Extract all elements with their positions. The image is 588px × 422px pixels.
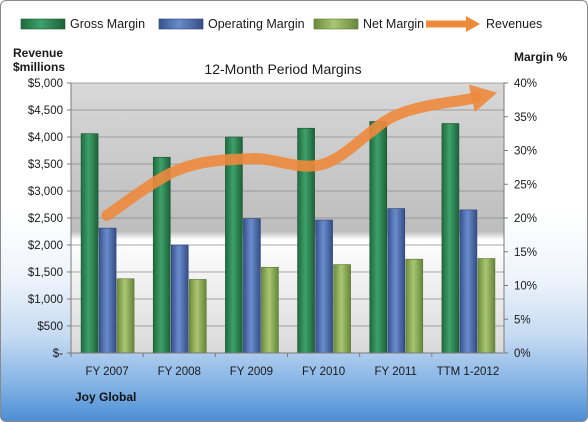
chart-title: 12-Month Period Margins xyxy=(204,61,361,77)
bar-net-margin xyxy=(477,258,496,354)
bar-operating-margin xyxy=(243,218,261,354)
left-axis-label-line2: $millions xyxy=(13,60,65,74)
left-tick-label: $2,000 xyxy=(28,240,63,252)
legend-swatch-operating-margin xyxy=(158,18,204,30)
x-tick-label: FY 2009 xyxy=(230,366,273,378)
right-tick-label: 40% xyxy=(514,78,537,90)
bar-operating-margin xyxy=(459,209,478,354)
legend-label-net-margin: Net Margin xyxy=(363,17,424,31)
right-tick-label: 5% xyxy=(514,314,531,326)
bar-gross-margin xyxy=(441,123,460,354)
revenues-arrowhead xyxy=(468,84,498,112)
axes: $- $500 $1,000 $1,500 $2,000 $2,500 $3,000 $3,5… xyxy=(28,78,537,378)
x-tick-label: FY 2007 xyxy=(85,366,128,378)
left-tick-label: $500 xyxy=(37,321,63,333)
bar-net-margin xyxy=(333,264,351,354)
bar-net-margin xyxy=(405,258,424,354)
left-tick-label: $4,500 xyxy=(28,105,63,117)
bar-operating-margin xyxy=(387,208,406,354)
bar-operating-margin xyxy=(98,227,117,354)
x-tick-label: TTM 1-2012 xyxy=(437,366,500,378)
left-tick-label: $1,500 xyxy=(28,267,63,279)
bar-gross-margin xyxy=(80,133,99,354)
legend-arrowhead xyxy=(466,16,480,32)
legend-swatch-gross-margin xyxy=(20,18,66,30)
right-tick-label: 0% xyxy=(514,348,531,360)
right-axis-label: Margin % xyxy=(514,50,568,64)
left-tick-label: $2,500 xyxy=(28,213,63,225)
right-tick-label: 25% xyxy=(514,179,537,191)
right-tick-label: 15% xyxy=(514,247,537,259)
right-tick-label: 20% xyxy=(514,213,537,225)
legend-swatch-net-margin xyxy=(313,18,359,30)
left-tick-label: $3,000 xyxy=(28,186,63,198)
left-tick-label: $- xyxy=(53,348,63,360)
bar-gross-margin xyxy=(369,121,388,354)
bar-net-margin xyxy=(116,278,135,354)
right-tick-label: 35% xyxy=(514,112,537,124)
bar-gross-margin xyxy=(225,136,243,354)
bar-net-margin xyxy=(188,279,207,354)
bar-net-margin xyxy=(261,266,279,354)
company-label: Joy Global xyxy=(75,390,137,404)
left-tick-label: $1,000 xyxy=(28,294,63,306)
left-tick-label: $4,000 xyxy=(28,132,63,144)
right-tick-label: 30% xyxy=(514,146,537,158)
legend-label-gross-margin: Gross Margin xyxy=(70,17,145,31)
left-tick-label: $5,000 xyxy=(28,78,63,90)
right-tick-label: 10% xyxy=(514,281,537,293)
left-tick-label: $3,500 xyxy=(28,159,63,171)
bar-operating-margin xyxy=(170,244,189,354)
legend-label-revenues: Revenues xyxy=(486,17,542,31)
bar-operating-margin xyxy=(315,219,333,354)
x-tick-label: FY 2011 xyxy=(375,366,417,378)
x-tick-label: FY 2010 xyxy=(302,366,345,378)
x-tick-label: FY 2008 xyxy=(158,366,201,378)
revenues-line xyxy=(101,84,498,221)
revenues-line-path xyxy=(101,91,482,221)
legend: Gross Margin Operating Margin Net Margin Re… xyxy=(20,16,542,32)
left-axis-label-line1: Revenue xyxy=(13,46,63,60)
legend-label-operating-margin: Operating Margin xyxy=(208,17,305,31)
